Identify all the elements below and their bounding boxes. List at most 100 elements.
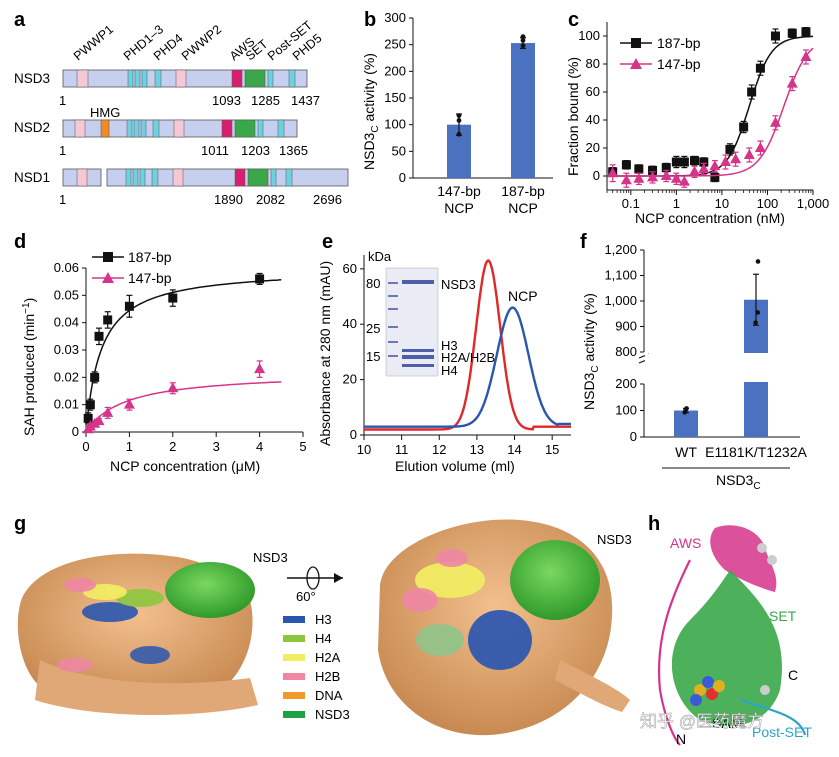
f-bar: [674, 411, 698, 438]
f-datapoint: [756, 259, 761, 264]
gel-ladder-band: [388, 282, 398, 284]
f-ytick-label: 900: [615, 319, 637, 334]
d-datapoint-147-bp: [167, 382, 178, 392]
d-ytick-label: 0.06: [54, 260, 79, 275]
domain-phd4-nsd2: [153, 120, 159, 137]
d-ytick-label: 0: [72, 424, 79, 439]
b-ytick-label: 300: [384, 10, 406, 25]
gel-marker-25: 25: [366, 321, 380, 336]
domain-phd1-nsd3: [128, 70, 133, 87]
tick-nsd1-3: 2696: [313, 192, 342, 207]
domain-phd5-nsd1: [286, 169, 292, 186]
panel-label-b: b: [364, 9, 376, 31]
tick-nsd1-2: 2082: [256, 192, 285, 207]
c-legend: 187-bp 147-bp: [620, 35, 701, 72]
d-legend-marker-187: [103, 252, 113, 262]
d-ytick-label: 0.05: [54, 287, 79, 302]
tick-nsd3-3: 1437: [291, 93, 320, 108]
d-datapoint-187-bp: [86, 400, 95, 409]
b-ylabel-pre: NSD3: [361, 132, 377, 170]
c-datapoint-187-bp: [801, 27, 810, 36]
c-ytick-label: 60: [586, 84, 600, 99]
g-nsd3-label-left: NSD3: [253, 550, 288, 565]
domain-phd4-nsd1: [152, 169, 158, 186]
tick-nsd2-2: 1203: [241, 143, 270, 158]
b-datapoint: [521, 34, 526, 39]
density-nsd3-right: [510, 540, 600, 620]
c-ytick-label: 80: [586, 56, 600, 71]
hmg-label: HMG: [90, 105, 120, 120]
d-xtick-label: 3: [213, 439, 220, 454]
b-bar: [511, 43, 535, 178]
domain-postset-nsd3: [268, 70, 273, 87]
d-fit-curve-187-bp: [87, 280, 281, 423]
legend-swatch-h3: [283, 616, 305, 623]
sam-atom: [713, 680, 725, 692]
legend-swatch-h2a: [283, 654, 305, 661]
protein-name-nsd3: NSD3: [14, 71, 50, 86]
d-datapoint-187-bp: [125, 302, 134, 311]
b-category-label: 187-bp: [501, 183, 545, 199]
c-datapoint-147-bp: [755, 142, 766, 152]
legend-label-h3: H3: [315, 612, 332, 627]
cartoon-aws: [710, 525, 776, 592]
tick-start-nsd1: 1: [59, 192, 66, 207]
b-plot-area: 050100150200250300147-bpNCP187-bpNCP: [384, 10, 553, 216]
density-h2b-top-right: [436, 549, 468, 567]
e-xtick-label: 13: [470, 442, 484, 457]
d-datapoint-187-bp: [84, 414, 93, 423]
d-ylabel: SAH produced (min−1): [21, 298, 37, 436]
legend-label-h4: H4: [315, 631, 332, 646]
b-datapoint: [457, 113, 462, 118]
b-ytick-label: 200: [384, 63, 406, 78]
domain-hmg-nsd2: [101, 120, 109, 137]
zinc-atom: [760, 685, 770, 695]
panel-c: c Fraction bound (%) NCP concentration (…: [565, 9, 829, 226]
domain-pwwp1-nsd2: [75, 120, 85, 137]
d-datapoint-187-bp: [168, 294, 177, 303]
tick-nsd2-3: 1365: [279, 143, 308, 158]
domain-phd5-nsd3: [289, 70, 295, 87]
rotation-angle: 60°: [296, 589, 316, 604]
c-xtick-label: 100: [757, 196, 779, 211]
b-category-label: NCP: [508, 200, 538, 216]
sam-atom: [702, 676, 714, 688]
gel-band-h2a-h2b: [402, 355, 434, 359]
gel-kda-label: kDa: [368, 249, 392, 264]
c-datapoint-147-bp: [633, 173, 644, 183]
d-datapoint-187-bp: [255, 274, 264, 283]
d-ylabel-post: ): [21, 298, 37, 303]
f-category-label: E1181K/T1232A: [705, 444, 807, 460]
f-plot-area: 01002008009001,0001,1001,200WT E1181K/T12…: [604, 242, 807, 460]
f-ylabel: NSD3C activity (%): [581, 293, 601, 410]
d-ytick-label: 0.03: [54, 342, 79, 357]
c-xtick-label: 1: [673, 196, 680, 211]
c-ytick-label: 20: [586, 140, 600, 155]
h-label-c: C: [788, 667, 798, 683]
e-ytick-label: 20: [343, 372, 357, 387]
panel-e: e Absorbance at 280 nm (mAU) Elution vol…: [317, 231, 571, 474]
panel-a: a PWWP1 PHD1–3 PHD4 PWWP2 AWS SET Post-S…: [14, 9, 348, 207]
d-legend-label-187: 187-bp: [128, 249, 172, 265]
c-datapoint-187-bp: [788, 29, 797, 38]
g-legend: H3 H4 H2A H2B DNA NSD3: [283, 612, 350, 722]
legend-label-nsd3: NSD3: [315, 707, 350, 722]
protein-nsd1: NSD1 1 1890 2082 2696: [14, 169, 348, 207]
domain-label-pwwp2: PWWP2: [179, 22, 224, 63]
f-category-label: WT: [675, 444, 697, 460]
domain-pwwp2-nsd2: [174, 120, 184, 137]
d-fit-curve-147-bp: [87, 382, 281, 431]
gel-band-h4: [402, 364, 434, 367]
b-ytick-label: 50: [392, 143, 406, 158]
d-legend-label-147: 147-bp: [128, 270, 172, 286]
c-legend-label-187: 187-bp: [657, 35, 701, 51]
d-xlabel: NCP concentration (μM): [110, 458, 260, 474]
domain-phd2-nsd1: [133, 169, 138, 186]
zinc-atom: [767, 555, 777, 565]
f-ylabel-pre: NSD3: [581, 372, 597, 410]
f-ytick-label: 200: [615, 376, 637, 391]
c-xlabel: NCP concentration (nM): [635, 210, 785, 226]
e-ylabel: Absorbance at 280 nm (mAU): [317, 261, 333, 446]
d-xtick-label: 1: [126, 439, 133, 454]
domain-pwwp2-nsd1: [173, 169, 183, 186]
